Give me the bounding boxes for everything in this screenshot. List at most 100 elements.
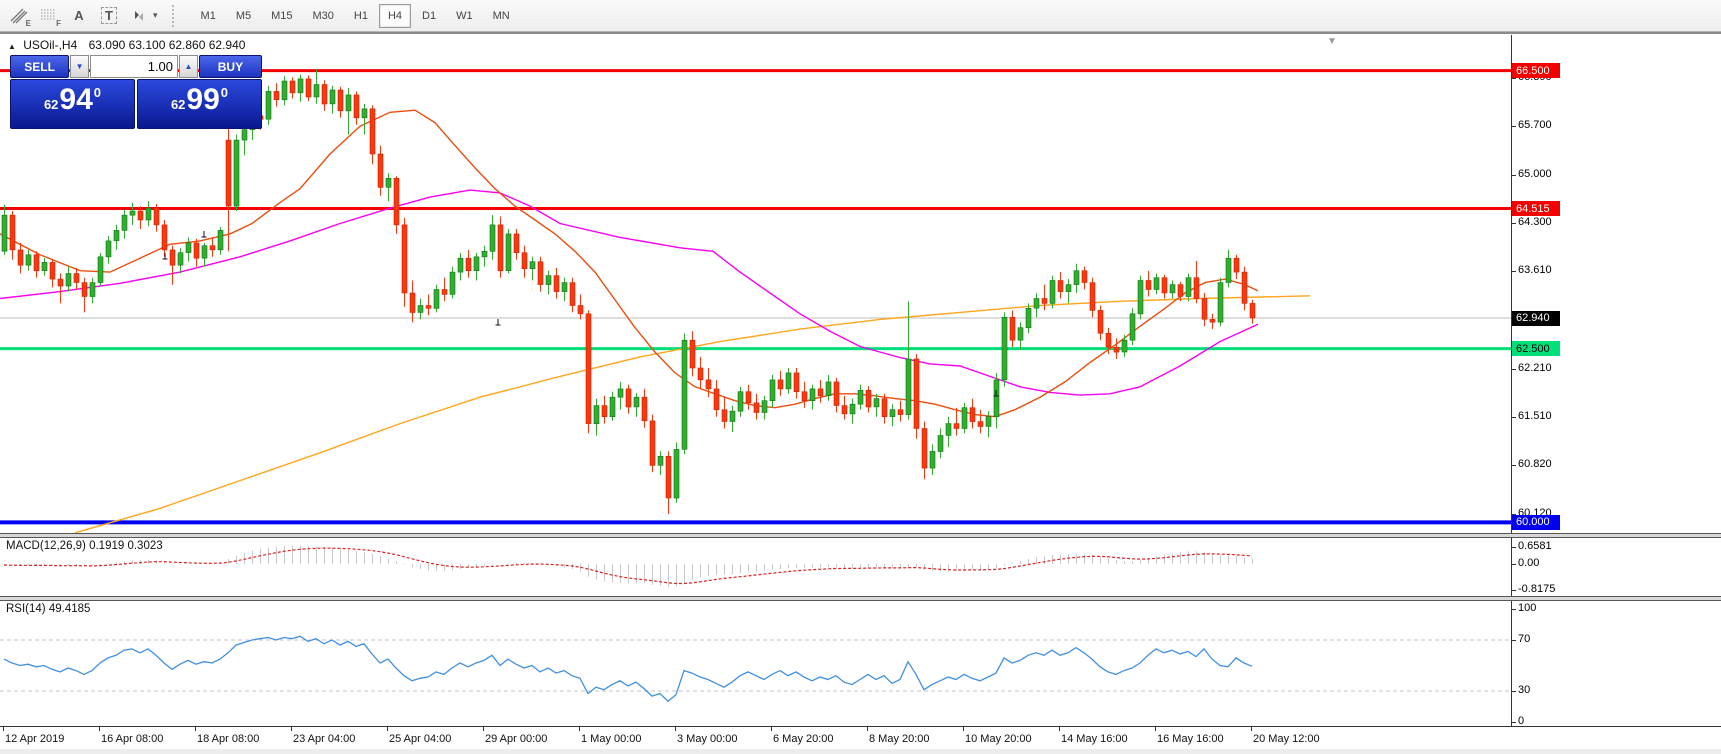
price-tick: [1511, 271, 1516, 273]
timeframe-button-D1[interactable]: D1: [422, 9, 437, 22]
toolbar: E F A T ▾ M1 M5 M15 M30 H1 H4 D1 W1 MN: [0, 0, 1721, 32]
ohlc-values: 63.090 63.100 62.860 62.940: [88, 38, 246, 52]
timeframe-button-M5[interactable]: M5: [235, 9, 252, 22]
sell-price-main: 94: [59, 83, 93, 116]
time-tick-label: 25 Apr 04:00: [389, 733, 452, 745]
macd-tick-label: 0.6581: [1518, 540, 1552, 552]
rsi-tick: [1511, 691, 1516, 692]
price-tick-label: 65.700: [1518, 119, 1552, 132]
price-tick: [1511, 223, 1516, 225]
panel-divider-rsi[interactable]: [0, 596, 1721, 601]
volume-decrease-button[interactable]: ▼: [70, 55, 90, 78]
time-tick-label: 16 May 16:00: [1157, 733, 1224, 745]
time-tick: [1155, 727, 1156, 731]
level-badge-60.000: 60.000: [1512, 514, 1560, 530]
arrow-objects-icon[interactable]: [126, 4, 152, 28]
time-tick: [3, 727, 4, 731]
tools-dropdown-caret-icon[interactable]: ▾: [153, 10, 158, 20]
volume-input[interactable]: [90, 55, 179, 78]
buy-price-main: 99: [186, 83, 220, 116]
time-tick-label: 29 Apr 00:00: [485, 733, 548, 745]
symbol-period-label: USOil-,H4: [23, 38, 78, 52]
price-mark: [201, 231, 207, 238]
macd-tick: [1511, 564, 1516, 565]
macd-tick-label: -0.8175: [1518, 583, 1556, 595]
time-tick-label: 23 Apr 04:00: [293, 733, 356, 745]
price-tick: [1511, 513, 1516, 515]
rsi-tick-label: 70: [1518, 633, 1531, 645]
price-tick: [1511, 174, 1516, 176]
price-tick: [1511, 368, 1516, 370]
time-tick: [195, 727, 196, 731]
macd-label: MACD(12,26,9) 0.1919 0.3023: [6, 540, 163, 552]
timeframe-button-H1[interactable]: H1: [353, 9, 368, 22]
buy-price-prefix: 62: [170, 97, 186, 112]
label-tool-icon[interactable]: T: [96, 4, 122, 28]
price-tick: [1511, 126, 1516, 128]
level-badge-66.500: 66.500: [1512, 63, 1560, 79]
one-click-trading-panel: SELL ▼ ▲ BUY 62 94 0 62 99 0: [10, 55, 262, 129]
time-tick: [483, 727, 484, 731]
buy-button[interactable]: BUY: [198, 55, 262, 78]
time-tick-label: 12 Apr 2019: [5, 733, 65, 745]
time-tick-label: 8 May 20:00: [869, 733, 930, 745]
timeframe-button-H4[interactable]: H4: [378, 3, 412, 28]
price-mark: [993, 390, 999, 397]
rsi-tick-label: 100: [1518, 602, 1537, 614]
rsi-tick: [1511, 609, 1516, 610]
buy-price-box[interactable]: 62 99 0: [137, 79, 262, 129]
time-tick-label: 6 May 20:00: [773, 733, 834, 745]
chart-canvas[interactable]: [0, 35, 1511, 754]
window-edge: [0, 32, 1721, 35]
time-tick: [675, 727, 676, 731]
time-axis[interactable]: 12 Apr 2019 16 Apr 08:00 18 Apr 08:00 23 Ap…: [0, 726, 1721, 749]
rsi-value: 49.4185: [48, 603, 91, 615]
macd-tick: [1511, 547, 1516, 548]
timeframe-button-MN[interactable]: MN: [492, 9, 510, 22]
rsi-tick-label: 30: [1518, 684, 1531, 696]
time-tick-label: 16 Apr 08:00: [101, 733, 164, 745]
level-badge-64.515: 64.515: [1512, 201, 1560, 217]
sell-price-box[interactable]: 62 94 0: [10, 79, 135, 129]
price-mark: [495, 319, 501, 326]
timeframe-button-M30[interactable]: M30: [312, 9, 334, 22]
price-tick-label: 63.610: [1518, 264, 1552, 277]
price-tick-label: 64.300: [1518, 216, 1552, 229]
time-tick-label: 1 May 00:00: [581, 733, 642, 745]
price-tick-label: 62.210: [1518, 361, 1552, 374]
timeframe-button-M1[interactable]: M1: [200, 9, 216, 22]
chart-shift-marker-icon[interactable]: ▼: [1327, 36, 1337, 47]
price-tick: [1511, 417, 1516, 419]
symbol-collapse-icon[interactable]: ▲: [8, 42, 16, 51]
price-tick: [1511, 78, 1516, 80]
rsi-tick-label: 0: [1518, 715, 1525, 727]
channel-tool-icon[interactable]: E: [6, 4, 32, 28]
time-tick: [579, 727, 580, 731]
sell-button[interactable]: SELL: [10, 55, 70, 78]
timeframe-button-W1[interactable]: W1: [456, 9, 473, 22]
sell-price-pips: 0: [93, 85, 102, 100]
fibonacci-tool-icon[interactable]: F: [36, 4, 62, 28]
text-tool-icon[interactable]: A: [74, 8, 84, 23]
rsi-tick: [1511, 722, 1516, 723]
timeframe-group: M1 M5 M15 M30 H1 H4 D1 W1 MN: [192, 3, 519, 28]
volume-increase-button[interactable]: ▲: [179, 55, 198, 78]
toolbar-separator: [171, 4, 182, 27]
price-mark: [162, 253, 168, 260]
price-tick-label: 61.510: [1518, 410, 1552, 423]
time-tick: [99, 727, 100, 731]
macd-tick: [1511, 590, 1516, 591]
time-tick: [387, 727, 388, 731]
time-tick: [867, 727, 868, 731]
panel-divider-macd[interactable]: [0, 533, 1721, 538]
time-tick: [771, 727, 772, 731]
time-tick-label: 14 May 16:00: [1061, 733, 1128, 745]
price-tick-label: 60.820: [1518, 458, 1552, 471]
time-tick: [1059, 727, 1060, 731]
macd-tick-label: 0.00: [1518, 557, 1540, 569]
timeframe-button-M15[interactable]: M15: [271, 9, 293, 22]
sell-price-prefix: 62: [43, 97, 59, 112]
time-tick: [1251, 727, 1252, 731]
time-tick-label: 18 Apr 08:00: [197, 733, 260, 745]
